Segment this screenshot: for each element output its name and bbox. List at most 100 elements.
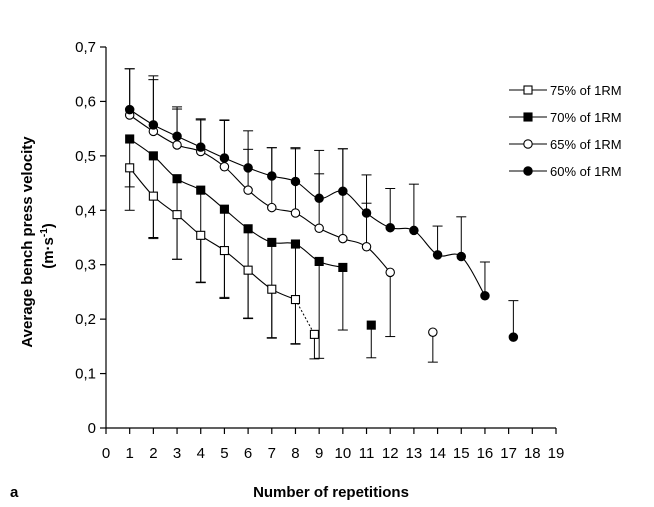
x-tick-label: 10	[334, 445, 351, 462]
point-75-5	[219, 246, 229, 256]
point-60-10	[338, 186, 348, 196]
legend-marker-60	[523, 166, 533, 176]
point-65-13	[428, 327, 438, 337]
point-60-16	[480, 290, 490, 301]
point-65-6	[243, 185, 253, 195]
x-tick-label: 2	[149, 445, 157, 462]
x-tick-label: 15	[453, 445, 470, 462]
point-65-7	[267, 202, 277, 213]
point-60-17	[508, 332, 519, 342]
y-axis-unit: (m·s-1)	[39, 223, 57, 269]
point-70-5	[219, 204, 229, 214]
legend-label-75: 75% of 1RM	[550, 83, 622, 98]
point-60-4	[195, 142, 206, 152]
y-axis-unit-close: )	[40, 223, 57, 228]
point-65-9	[314, 223, 324, 233]
x-tick-label: 1	[126, 445, 134, 462]
x-tick-label: 3	[173, 445, 181, 462]
markers	[124, 104, 519, 342]
point-65-3	[172, 140, 182, 150]
point-75-3	[172, 210, 182, 220]
point-70-8	[290, 239, 301, 249]
error-bars	[124, 68, 519, 363]
y-tick-label: 0	[88, 420, 96, 437]
y-tick-label: 0,2	[75, 311, 96, 328]
x-tick-label: 19	[548, 445, 565, 462]
point-75-1	[125, 163, 135, 173]
series-lines	[129, 109, 486, 335]
series-dashed-segment-75	[295, 299, 315, 335]
point-70-11	[366, 320, 376, 330]
point-60-8	[290, 176, 301, 187]
x-tick-label: 0	[102, 445, 110, 462]
legend-marker-65	[523, 139, 533, 149]
series-line-60	[129, 109, 486, 297]
y-axis-unit-sup: -1	[39, 228, 50, 237]
x-tick-label: 7	[268, 445, 276, 462]
legend-label-60: 60% of 1RM	[550, 164, 622, 179]
point-60-5	[219, 153, 230, 163]
legend-label-65: 65% of 1RM	[550, 137, 622, 152]
y-ticks: 0 0,1 0,2 0,3 0,4 0,5 0,6 0,7	[75, 39, 106, 437]
legend-marker-70	[523, 112, 533, 122]
x-tick-label: 11	[359, 445, 375, 462]
point-75-7	[267, 284, 277, 294]
x-tick-label: 18	[524, 445, 541, 462]
point-70-9	[314, 256, 324, 266]
y-tick-label: 0,1	[75, 366, 96, 383]
point-75-2	[148, 191, 158, 201]
point-60-3	[172, 131, 182, 142]
point-60-6	[243, 163, 253, 173]
point-75-8	[290, 294, 301, 305]
y-axis-title-main: Average bench press velocity	[19, 136, 36, 348]
point-70-3	[172, 174, 182, 184]
point-60-2	[148, 120, 159, 130]
point-65-12	[385, 267, 395, 278]
axes	[105, 47, 556, 429]
y-tick-label: 0,5	[75, 148, 96, 165]
point-65-5	[219, 161, 230, 172]
x-tick-label: 8	[291, 445, 299, 462]
point-75-9	[309, 329, 319, 339]
point-60-13	[409, 225, 419, 236]
y-axis-title: Average bench press velocity	[19, 136, 36, 348]
point-60-12	[385, 222, 395, 233]
point-65-10	[338, 233, 348, 244]
point-60-7	[267, 171, 277, 181]
x-tick-label: 14	[429, 445, 446, 462]
point-60-11	[361, 208, 372, 218]
point-70-1	[125, 134, 135, 144]
legend-marker-75	[523, 85, 533, 95]
x-tick-label: 4	[197, 445, 205, 462]
x-ticks: 0 1 2 3 4 5 6 7 8 9 10 11 12 13 14 15 16 17 18 19	[102, 428, 565, 462]
point-60-9	[314, 193, 324, 204]
point-70-7	[267, 237, 277, 247]
panel-label: a	[10, 484, 19, 501]
point-65-11	[361, 242, 372, 252]
y-tick-label: 0,3	[75, 257, 96, 274]
point-70-4	[196, 185, 206, 195]
point-60-1	[124, 104, 135, 115]
y-tick-label: 0,6	[75, 93, 96, 110]
legend-label-70: 70% of 1RM	[550, 110, 622, 125]
point-75-6	[243, 265, 253, 275]
point-70-10	[338, 262, 348, 272]
point-65-8	[290, 208, 301, 218]
x-tick-label: 5	[220, 445, 228, 462]
series-line-65	[129, 114, 391, 273]
y-axis-unit-base: (m·s	[40, 237, 57, 269]
x-tick-label: 13	[406, 445, 423, 462]
series-line-75	[129, 167, 296, 301]
y-tick-label: 0,4	[75, 202, 96, 219]
point-60-15	[456, 251, 467, 262]
x-tick-label: 9	[315, 445, 323, 462]
series-line-70	[129, 138, 343, 268]
x-tick-label: 12	[382, 445, 399, 462]
point-70-2	[148, 151, 158, 161]
x-tick-label: 17	[500, 445, 517, 462]
x-tick-label: 6	[244, 445, 252, 462]
x-axis-title: Number of repetitions	[253, 484, 409, 501]
point-75-4	[196, 230, 206, 240]
point-60-14	[432, 250, 443, 260]
